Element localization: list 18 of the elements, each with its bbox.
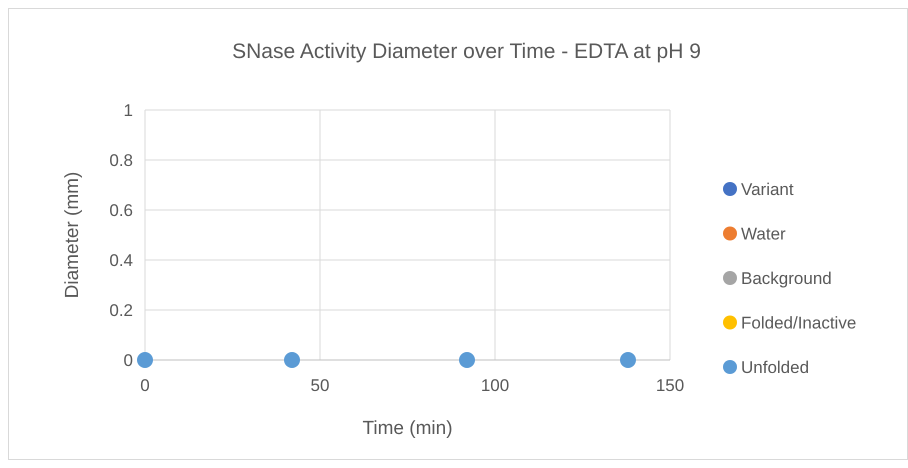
legend-label: Unfolded xyxy=(741,358,810,377)
y-tick-label: 1 xyxy=(124,100,133,120)
y-tick-label: 0 xyxy=(124,350,133,370)
x-axis-title: Time (min) xyxy=(362,418,453,439)
legend-label: Water xyxy=(741,224,786,244)
legend-label: Variant xyxy=(741,180,794,199)
y-tick-label: 0.2 xyxy=(109,300,133,320)
x-tick-label: 50 xyxy=(310,376,330,395)
chart-title: SNase Activity Diameter over Time - EDTA at pH 9 xyxy=(232,40,701,63)
x-tick-label: 100 xyxy=(480,376,510,395)
x-tick-label: 0 xyxy=(140,376,150,395)
y-tick-label: 0.4 xyxy=(109,250,133,270)
legend-label: Folded/Inactive xyxy=(741,313,856,332)
y-tick-label: 0.8 xyxy=(109,150,133,170)
legend-label: Background xyxy=(741,268,832,288)
y-axis-title: Diameter (mm) xyxy=(62,172,83,298)
y-tick-label: 0.6 xyxy=(109,200,133,220)
x-tick-label: 150 xyxy=(656,376,684,395)
